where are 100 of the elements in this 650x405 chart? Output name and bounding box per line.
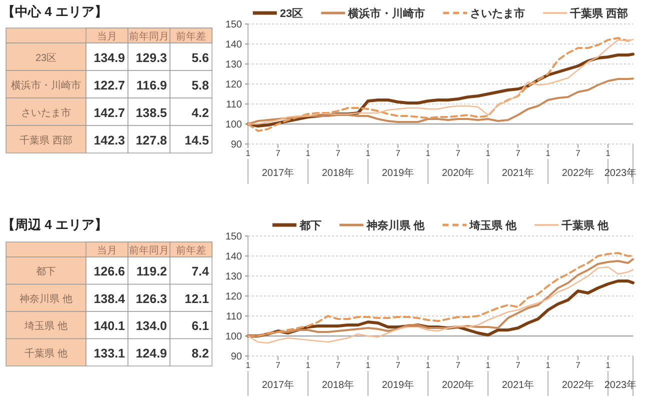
data-label: 7.4 <box>192 264 210 279</box>
data-label: 126.3 <box>136 292 168 306</box>
x-tick-label: 1 <box>246 360 251 370</box>
y-tick-label: 150 <box>225 232 242 242</box>
data-label: 127.8 <box>136 133 168 148</box>
data-label: 142.7 <box>94 106 126 120</box>
y-tick-label: 130 <box>225 60 242 70</box>
x-tick-label: 前年差 <box>176 244 206 256</box>
y-tick-label: 150 <box>225 20 242 30</box>
y-tick-label: 110 <box>226 100 242 110</box>
data-label: 5.6 <box>192 50 210 65</box>
x-tick-label: 1 <box>246 148 251 158</box>
legend-label: 23区 <box>280 8 304 20</box>
x-tick-label: 当月 <box>97 244 117 256</box>
y-tick-label: 90 <box>230 140 242 150</box>
y-tick-label: 都下 <box>36 266 56 278</box>
legend-label: 都下 <box>298 219 322 232</box>
legend-label: 横浜市・川崎市 <box>347 7 426 20</box>
x-tick-label: 7 <box>576 148 581 158</box>
chart-title: 【中心 4 エリア】 <box>2 4 108 19</box>
line-series <box>247 266 634 344</box>
data-label: 142.3 <box>94 133 126 148</box>
y-tick-label: 90 <box>230 352 242 362</box>
data-label: 134.0 <box>136 319 168 334</box>
y-tick-label: 120 <box>225 292 242 302</box>
text: 2023年 <box>604 167 637 179</box>
data-label: 140.1 <box>94 319 126 334</box>
x-tick-label: 1 <box>366 360 371 370</box>
text: 2020年 <box>442 379 474 391</box>
x-tick-label: 7 <box>336 148 341 158</box>
legend-label: 埼玉県 他 <box>468 219 518 232</box>
x-tick-label: 前年同月 <box>129 244 169 256</box>
text: 2021年 <box>502 167 534 179</box>
x-tick-label: 7 <box>516 148 521 158</box>
text: 2019年 <box>382 379 414 391</box>
x-tick-label: 1 <box>606 360 611 370</box>
x-tick-label: 1 <box>546 360 551 370</box>
y-tick-label: 横浜市・川崎市 <box>11 79 81 92</box>
data-label: 116.9 <box>136 78 168 92</box>
y-tick-label: 140 <box>225 252 242 262</box>
text: 2020年 <box>442 167 474 179</box>
text: 2018年 <box>322 167 354 179</box>
text: 2017年 <box>262 167 294 179</box>
y-tick-label: 千葉県 他 <box>24 347 68 360</box>
y-tick-label: 23区 <box>35 52 57 64</box>
x-tick-label: 7 <box>396 148 401 158</box>
legend-label: 神奈川県 他 <box>365 219 426 232</box>
x-tick-label: 7 <box>396 360 401 370</box>
x-tick-label: 7 <box>456 360 461 370</box>
x-tick-label: 前年同月 <box>129 30 169 42</box>
data-label: 119.2 <box>136 264 168 279</box>
data-label: 14.5 <box>184 133 210 148</box>
text: 2023年 <box>604 379 637 391</box>
data-label: 6.1 <box>192 319 210 334</box>
x-tick-label: 1 <box>606 148 611 158</box>
y-tick-label: 埼玉県 他 <box>24 320 68 332</box>
legend-label: 千葉県 他 <box>560 219 610 232</box>
y-tick-label: 100 <box>225 332 242 342</box>
x-tick-label: 前年差 <box>176 30 206 42</box>
y-tick-label: 120 <box>225 80 242 90</box>
text: 2018年 <box>322 379 354 391</box>
y-tick-label: 千葉県 西部 <box>20 134 72 146</box>
x-tick-label: 1 <box>306 148 311 158</box>
data-label: 4.2 <box>192 106 210 120</box>
data-label: 122.7 <box>94 78 126 92</box>
y-tick-label: 130 <box>225 272 242 282</box>
line-series <box>247 78 634 125</box>
text: 2022年 <box>562 167 594 179</box>
x-tick-label: 1 <box>546 148 551 158</box>
y-tick-label: さいたま市 <box>21 106 71 119</box>
text: 2017年 <box>262 379 294 391</box>
x-tick-label: 1 <box>486 360 491 370</box>
data-label: 129.3 <box>136 50 168 65</box>
x-tick-label: 7 <box>276 360 281 370</box>
text: 2021年 <box>502 379 534 391</box>
data-label: 124.9 <box>136 346 168 360</box>
chart-title: 【周辺 4 エリア】 <box>2 217 108 232</box>
data-label: 12.1 <box>184 292 210 306</box>
legend-label: 千葉県 西部 <box>569 7 628 20</box>
x-tick-label: 7 <box>576 360 581 370</box>
data-label: 126.6 <box>94 264 126 279</box>
data-label: 5.8 <box>192 78 210 92</box>
data-label: 138.4 <box>94 292 126 306</box>
x-tick-label: 1 <box>366 148 371 158</box>
x-tick-label: 7 <box>456 148 461 158</box>
data-label: 8.2 <box>192 346 210 360</box>
data-label: 134.9 <box>94 50 126 65</box>
x-tick-label: 当月 <box>97 30 117 42</box>
text: 2019年 <box>382 167 414 179</box>
legend-label: さいたま市 <box>470 7 526 20</box>
y-tick-label: 140 <box>225 40 242 50</box>
data-label: 138.5 <box>136 106 168 120</box>
y-tick-label: 110 <box>226 312 242 322</box>
x-tick-label: 7 <box>276 148 281 158</box>
x-tick-label: 1 <box>486 148 491 158</box>
y-tick-label: 神奈川県 他 <box>20 292 72 305</box>
x-tick-label: 7 <box>516 360 521 370</box>
y-tick-label: 100 <box>225 120 242 130</box>
x-tick-label: 1 <box>426 148 431 158</box>
x-tick-label: 7 <box>336 360 341 370</box>
